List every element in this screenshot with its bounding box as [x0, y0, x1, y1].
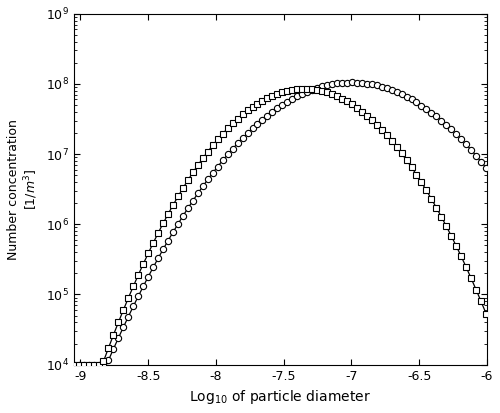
- Y-axis label: Number concentration
[$1/m^3$]: Number concentration [$1/m^3$]: [7, 119, 40, 260]
- X-axis label: Log$_{10}$ of particle diameter: Log$_{10}$ of particle diameter: [190, 388, 371, 406]
